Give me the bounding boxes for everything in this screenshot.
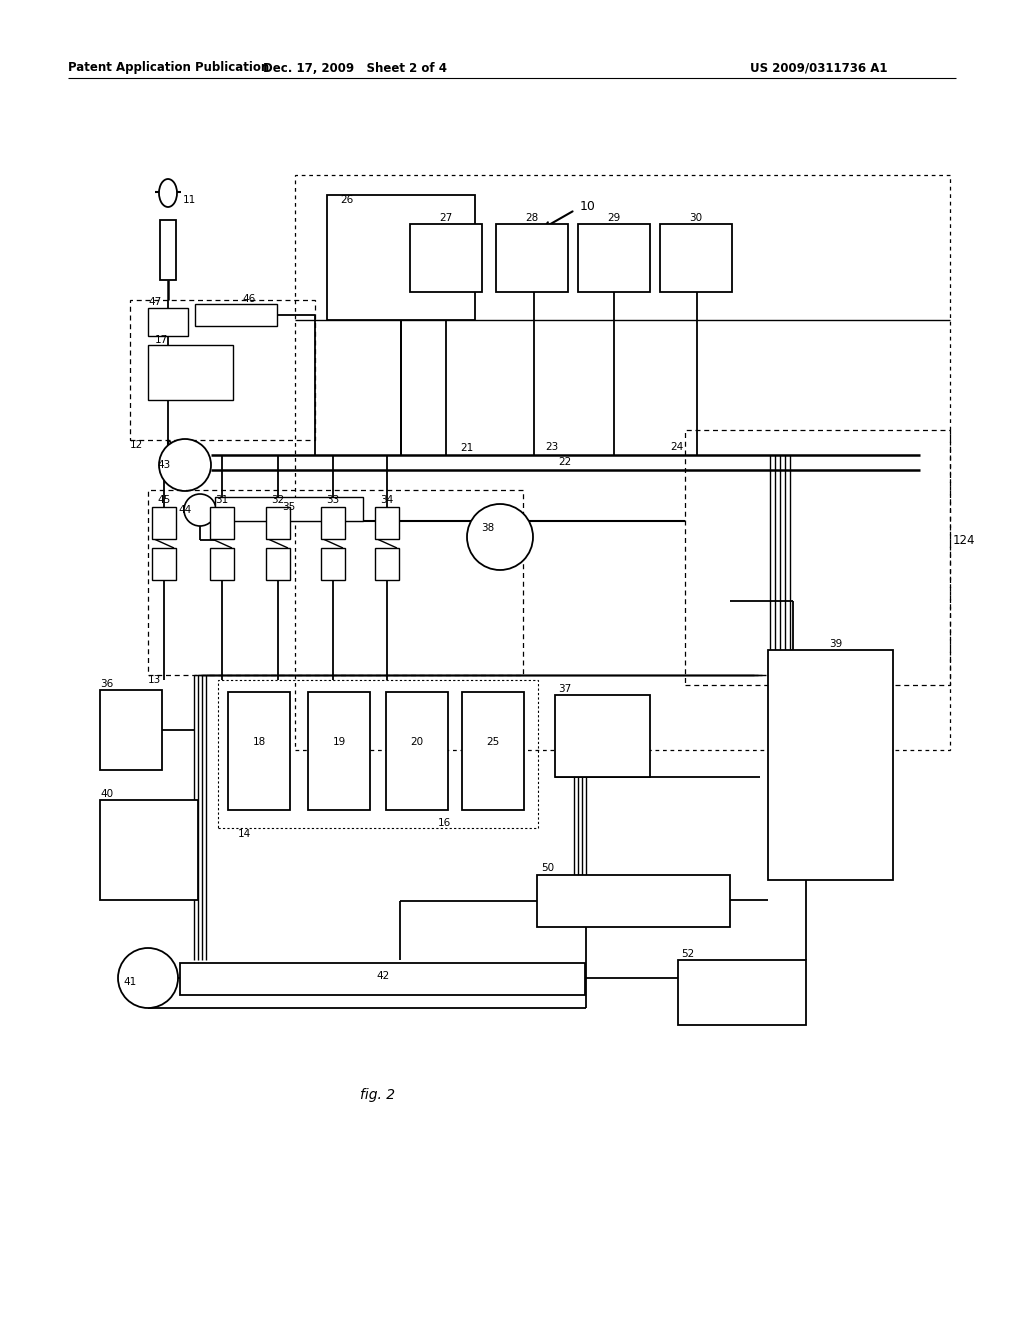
Bar [660,224,732,292]
Text: 11: 11 [183,195,197,205]
Text: 52: 52 [681,949,694,960]
Text: 28: 28 [525,213,539,223]
Text: 22: 22 [558,457,571,467]
Circle shape [184,494,216,525]
Text: 14: 14 [238,829,251,840]
Bar [685,430,950,685]
Bar [130,300,315,440]
Bar [100,800,198,900]
Text: 31: 31 [215,495,228,506]
Text: 25: 25 [486,737,500,747]
Text: 44: 44 [178,506,191,515]
Bar [148,345,233,400]
Text: 16: 16 [438,818,452,828]
Text: 37: 37 [558,684,571,694]
Circle shape [159,440,211,491]
Bar [266,548,290,579]
Bar [148,490,523,675]
Text: 24: 24 [670,442,683,451]
Bar [180,964,585,995]
Text: 17: 17 [155,335,168,345]
Text: 50: 50 [541,863,554,873]
Bar [295,176,950,750]
Text: 13: 13 [148,675,161,685]
Bar [321,548,345,579]
Bar [386,692,449,810]
Bar [537,875,730,927]
Bar [218,680,538,828]
Bar [160,220,176,280]
Bar [462,692,524,810]
Bar [578,224,650,292]
Text: 43: 43 [157,459,170,470]
Bar [768,649,893,880]
Text: 41: 41 [123,977,136,987]
Text: 46: 46 [243,294,256,304]
Text: 29: 29 [607,213,621,223]
Text: 23: 23 [545,442,558,451]
Circle shape [118,948,178,1008]
Bar [210,507,234,539]
Text: 30: 30 [689,213,702,223]
Bar [266,507,290,539]
Bar [678,960,806,1026]
Text: 18: 18 [252,737,265,747]
Text: 33: 33 [327,495,340,506]
Bar [148,308,188,337]
Text: 19: 19 [333,737,346,747]
Text: 26: 26 [340,195,353,205]
Text: US 2009/0311736 A1: US 2009/0311736 A1 [750,62,888,74]
Bar [375,507,399,539]
Text: 35: 35 [283,502,296,512]
Text: 34: 34 [380,495,393,506]
Bar [152,507,176,539]
Text: 38: 38 [481,523,495,533]
Text: 45: 45 [158,495,171,506]
Text: 39: 39 [829,639,843,649]
Bar [555,696,650,777]
Bar [410,224,482,292]
Text: 124: 124 [953,533,976,546]
Bar [496,224,568,292]
Circle shape [467,504,534,570]
Bar [100,690,162,770]
Text: 21: 21 [460,444,473,453]
Text: 32: 32 [271,495,285,506]
Text: 27: 27 [439,213,453,223]
Text: 36: 36 [100,678,114,689]
Bar [195,304,278,326]
Text: 42: 42 [377,972,389,981]
Text: 47: 47 [148,297,161,308]
Ellipse shape [159,180,177,207]
Text: Patent Application Publication: Patent Application Publication [68,62,269,74]
Text: fig. 2: fig. 2 [360,1088,395,1102]
Bar [228,692,290,810]
Bar [321,507,345,539]
Bar [375,548,399,579]
Bar [215,498,362,521]
Text: 40: 40 [100,789,113,799]
Text: 10: 10 [580,201,596,214]
Bar [210,548,234,579]
Text: Dec. 17, 2009   Sheet 2 of 4: Dec. 17, 2009 Sheet 2 of 4 [263,62,447,74]
Text: 12: 12 [130,440,143,450]
Bar [308,692,370,810]
Bar [152,548,176,579]
Text: 20: 20 [411,737,424,747]
Bar [327,195,475,319]
